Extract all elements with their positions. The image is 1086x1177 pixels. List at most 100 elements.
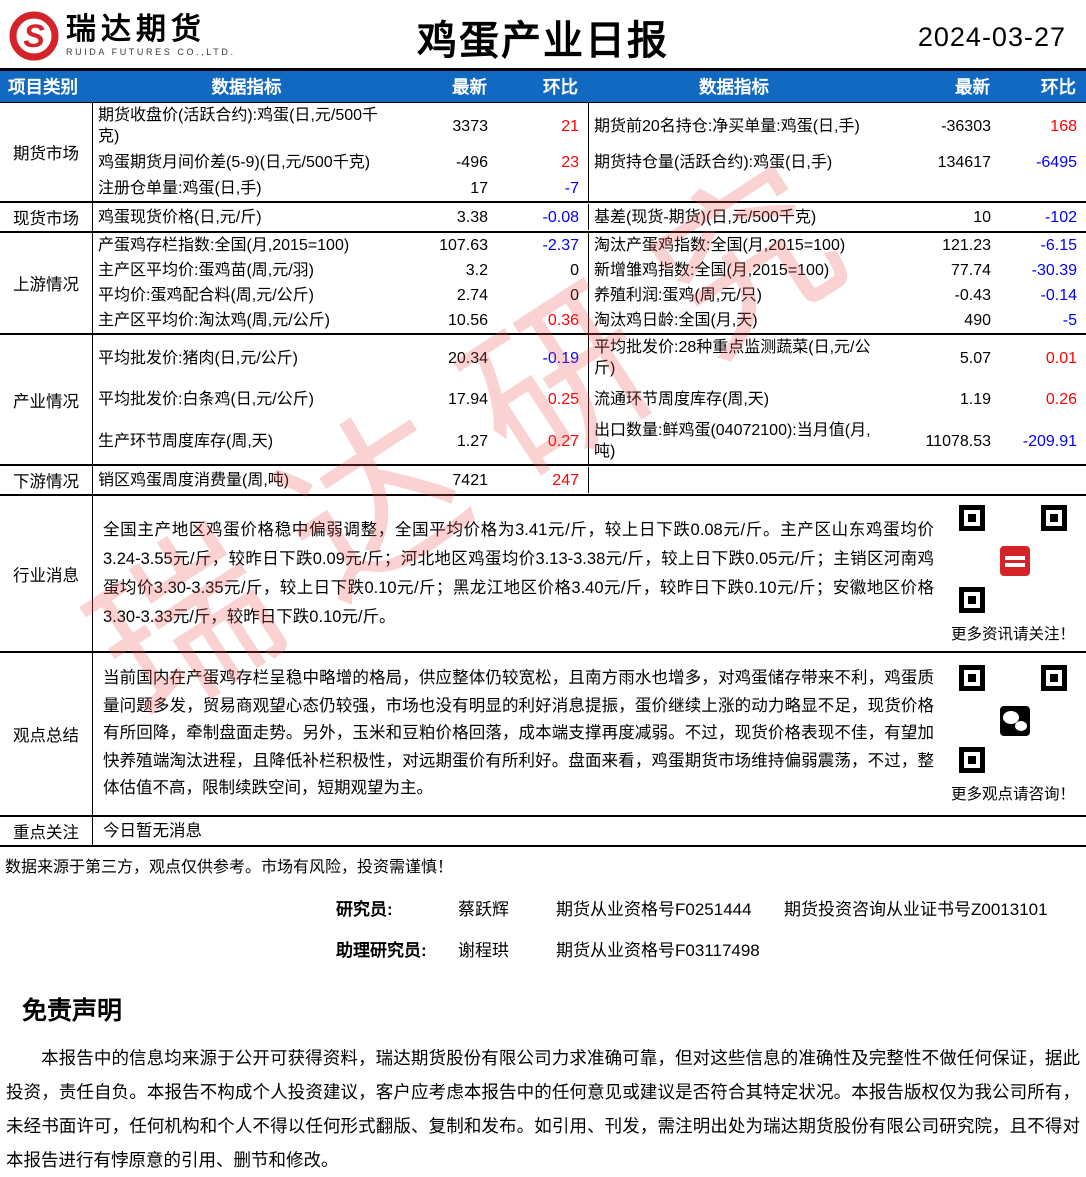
category-label: 行业消息	[0, 496, 93, 651]
section-opinion-summary: 观点总结 当前国内在产蛋鸡存栏呈稳中略增的格局，供应整体仍较宽松，且南方雨水也增…	[0, 651, 1086, 815]
report-date: 2024-03-27	[917, 22, 1066, 52]
table-row: 平均批发价:猪肉(日,元/公斤) 20.34 -0.19 平均批发价:28种重点…	[93, 335, 1086, 381]
col-header-ratio2: 环比	[1041, 77, 1076, 97]
change-value: -0.08	[542, 208, 579, 226]
category-label: 重点关注	[0, 816, 93, 845]
researcher-cert1: 期货从业资格号F0251444	[556, 899, 752, 919]
change-value	[1000, 467, 1086, 493]
change-value: -0.19	[542, 349, 579, 367]
change-value: -6495	[1036, 153, 1077, 171]
latest-value: 3.38	[456, 208, 488, 226]
indicator-cell: 主产区平均价:淘汰鸡(周,元/公斤)	[98, 312, 330, 329]
indicator-cell: 产蛋鸡存栏指数:全国(月,2015=100)	[98, 237, 350, 254]
latest-value: 17	[470, 179, 488, 197]
change-value: 21	[561, 117, 579, 135]
col-header-latest: 最新	[452, 77, 487, 97]
latest-value: 134617	[937, 153, 991, 171]
indicator-cell: 生产环节周度库存(周,天)	[98, 432, 274, 450]
latest-value: 20.34	[447, 349, 488, 367]
latest-value	[880, 175, 1000, 201]
table-row: 平均批发价:白条鸡(日,元/公斤) 17.94 0.25 流通环节周度库存(周,…	[93, 381, 1086, 418]
table-header-row: 项目类别 数据指标 最新 环比 数据指标 最新 环比	[0, 71, 1086, 102]
qr-code-news	[957, 503, 1069, 615]
latest-value: 5.07	[959, 349, 991, 367]
source-note: 数据来源于第三方，观点仅供参考。市场有风险，投资需谨慎！	[5, 858, 454, 876]
indicator-cell: 基差(现货-期货)(日,元/500千克)	[588, 204, 880, 230]
section-downstream: 下游情况 销区鸡蛋周度消费量(周,吨) 7421 247	[0, 464, 1086, 494]
col-header-indicator2: 数据指标	[699, 77, 769, 97]
qr-code-contact	[957, 663, 1069, 776]
change-value: -5	[1062, 312, 1077, 329]
indicator-cell: 销区鸡蛋周度消费量(周,吨)	[98, 471, 290, 489]
latest-value: 107.63	[439, 237, 488, 254]
assistant-researcher-name: 谢程珙	[458, 940, 509, 960]
change-value: 0.26	[1045, 391, 1077, 408]
latest-value: 490	[964, 312, 991, 329]
change-value: 23	[561, 153, 579, 171]
change-value: 0.25	[547, 391, 579, 408]
latest-value: 7421	[452, 471, 488, 489]
latest-value: 121.23	[942, 237, 991, 254]
change-value: -30.39	[1031, 262, 1077, 279]
section-upstream: 上游情况 产蛋鸡存栏指数:全国(月,2015=100) 107.63 -2.37…	[0, 231, 1086, 333]
indicator-cell	[588, 467, 880, 493]
ruida-badge-icon	[998, 544, 1032, 578]
disclaimer-title: 免责声明	[22, 996, 123, 1025]
col-header-category: 项目类别	[8, 77, 78, 97]
assistant-researcher-cert1: 期货从业资格号F03117498	[556, 940, 760, 960]
latest-value: 1.27	[456, 432, 488, 450]
indicator-cell: 平均批发价:28种重点监测蔬菜(日,元/公斤)	[588, 335, 880, 381]
disclaimer-text: 本报告中的信息均来源于公开可获得资料，瑞达期货股份有限公司力求准确可靠，但对这些…	[6, 1047, 1080, 1170]
section-futures-market: 期货市场 期货收盘价(活跃合约):鸡蛋(日,元/500千克) 3373 21 期…	[0, 102, 1086, 201]
table-row: 销区鸡蛋周度消费量(周,吨) 7421 247	[93, 467, 1086, 493]
indicator-cell: 淘汰鸡日龄:全国(月,天)	[588, 308, 880, 333]
change-value: 0.27	[547, 432, 579, 450]
indicator-cell: 鸡蛋现货价格(日,元/斤)	[98, 208, 262, 226]
researcher-block: 研究员: 蔡跃辉 期货从业资格号F0251444 期货投资咨询从业证书号Z001…	[336, 895, 1086, 961]
indicator-cell: 平均批发价:白条鸡(日,元/公斤)	[98, 391, 314, 408]
indicator-cell: 养殖利润:蛋鸡(周,元/只)	[588, 283, 880, 308]
category-label: 现货市场	[0, 203, 93, 231]
latest-value	[880, 467, 1000, 493]
change-value: -2.37	[542, 237, 579, 254]
change-value: -7	[564, 179, 579, 197]
section-key-focus: 重点关注 今日暂无消息	[0, 814, 1086, 845]
latest-value: 11078.53	[925, 432, 991, 450]
change-value: -0.14	[1040, 287, 1077, 304]
latest-value: -496	[455, 153, 488, 171]
indicator-cell: 新增雏鸡指数:全国(月,2015=100)	[588, 258, 880, 283]
latest-value: -36303	[941, 117, 991, 135]
indicator-cell: 淘汰产蛋鸡指数:全国(月,2015=100)	[588, 233, 880, 258]
table-row: 主产区平均价:淘汰鸡(周,元/公斤) 10.56 0.36 淘汰鸡日龄:全国(月…	[93, 308, 1086, 333]
latest-value: 77.74	[950, 262, 991, 279]
qr-caption: 更多资讯请关注！	[950, 626, 1075, 643]
category-label: 产业情况	[0, 335, 93, 464]
section-industry: 产业情况 平均批发价:猪肉(日,元/公斤) 20.34 -0.19 平均批发价:…	[0, 333, 1086, 464]
col-header-latest2: 最新	[955, 77, 990, 97]
indicator-cell: 期货收盘价(活跃合约):鸡蛋(日,元/500千克)	[98, 107, 379, 145]
change-value: -209.91	[1022, 432, 1077, 450]
table-row: 主产区平均价:蛋鸡苗(周,元/羽) 3.2 0 新增雏鸡指数:全国(月,2015…	[93, 258, 1086, 283]
category-label: 观点总结	[0, 653, 93, 815]
key-focus-text: 今日暂无消息	[103, 821, 202, 840]
latest-value: 10.56	[447, 312, 488, 329]
assistant-researcher-label: 助理研究员:	[336, 940, 427, 960]
researcher-name: 蔡跃辉	[458, 899, 509, 919]
table-row: 鸡蛋现货价格(日,元/斤) 3.38 -0.08 基差(现货-期货)(日,元/5…	[93, 204, 1086, 230]
category-label: 上游情况	[0, 233, 93, 333]
change-value: 168	[1050, 117, 1077, 135]
qr-caption: 更多观点请咨询！	[950, 786, 1075, 804]
table-row: 产蛋鸡存栏指数:全国(月,2015=100) 107.63 -2.37 淘汰产蛋…	[93, 233, 1086, 258]
researcher-label: 研究员:	[336, 899, 393, 919]
indicator-cell: 期货持仓量(活跃合约):鸡蛋(日,手)	[588, 149, 880, 175]
latest-value: 17.94	[447, 391, 488, 408]
category-label: 期货市场	[0, 103, 93, 201]
col-header-ratio: 环比	[543, 77, 578, 97]
change-value: -102	[1044, 208, 1077, 226]
change-value: 247	[552, 471, 579, 489]
category-label: 下游情况	[0, 466, 93, 494]
indicator-cell: 注册仓单量:鸡蛋(日,手)	[98, 179, 262, 197]
latest-value: 2.74	[456, 287, 488, 304]
change-value: 0.36	[547, 312, 579, 329]
latest-value: -0.43	[954, 287, 991, 304]
